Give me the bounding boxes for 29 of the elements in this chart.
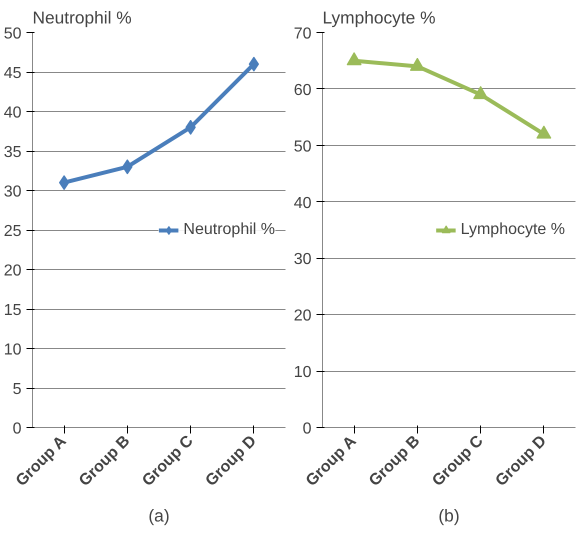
y-tick-label: 0 [302,420,312,438]
y-tick-label: 35 [4,144,22,161]
y-tick-label: 15 [4,302,22,319]
legend-label: Neutrophil % [183,220,275,238]
y-tick-label: 5 [12,381,22,398]
y-tick-label: 20 [294,308,312,325]
y-tick-label: 50 [294,138,312,156]
y-tick-label: 60 [294,82,312,99]
point [185,120,196,135]
point [122,159,133,174]
text: (a) [148,506,170,526]
y-tick-label: 70 [294,26,312,42]
point [58,175,70,190]
y-tick-label: 50 [4,26,22,42]
chart-title: Neutrophil % [32,8,132,28]
chart-title: Lymphocyte % [322,8,436,28]
y-tick-label: 10 [294,364,312,382]
y-tick-label: 30 [4,184,22,200]
text: (b) [438,506,460,526]
y-tick-label: 40 [4,104,22,122]
y-tick-label: 20 [4,262,22,280]
y-tick-label: 0 [12,420,22,438]
y-tick-label: 45 [4,65,22,82]
legend-label: Lymphocyte % [460,220,565,238]
y-tick-label: 40 [294,194,312,212]
y-tick-label: 30 [294,251,312,268]
y-tick-label: 25 [4,223,22,240]
y-tick-label: 10 [4,342,22,358]
point [248,56,260,72]
